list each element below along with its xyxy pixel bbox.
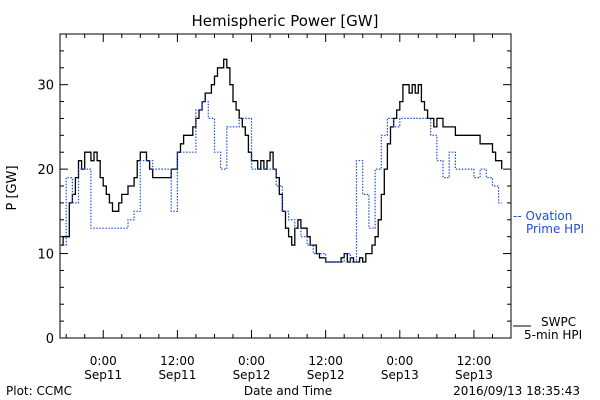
x-tick-date-label: Sep12 [307,368,345,382]
x-tick-date-label: Sep11 [84,368,122,382]
x-tick-date-label: Sep12 [233,368,271,382]
x-tick-time-label: 0:00 [90,354,117,368]
x-tick-time-label: 12:00 [457,354,492,368]
chart-title: Hemispheric Power [GW] [192,12,379,30]
legend-swpc-label-line1: SWPC [541,315,576,329]
legend-ovation-label-line1: -- Ovation [513,209,572,223]
x-tick-time-label: 12:00 [160,354,195,368]
y-tick-label: 30 [37,79,54,94]
x-tick-date-label: Sep13 [455,368,493,382]
series-line-ovation [60,101,502,263]
x-tick-time-label: 0:00 [238,354,265,368]
y-tick-label: 20 [37,163,54,178]
x-tick-date-label: Sep11 [158,368,196,382]
legend-swpc-label-line2: 5-min HPI [524,328,582,342]
x-axis-label: Date and Time [244,384,332,398]
y-axis-ticks: 0 10 20 30 [37,33,511,347]
x-tick-time-label: 0:00 [386,354,413,368]
footer-credit: Plot: CCMC [6,384,72,398]
legend: -- Ovation Prime HPI SWPC 5-min HPI [513,209,584,342]
x-tick-time-label: 12:00 [308,354,343,368]
x-axis-ticks: 0:00Sep1112:00Sep110:00Sep1212:00Sep120:… [65,34,512,382]
legend-ovation-label-line2: Prime HPI [526,222,584,236]
y-tick-label: 0 [46,332,54,347]
series-line-swpc [60,58,503,263]
footer-timestamp: 2016/09/13 18:35:43 [453,384,580,398]
y-axis-label: P [GW] [5,165,20,210]
series-layer [60,58,503,263]
y-tick-label: 10 [37,248,54,263]
x-tick-date-label: Sep13 [381,368,419,382]
